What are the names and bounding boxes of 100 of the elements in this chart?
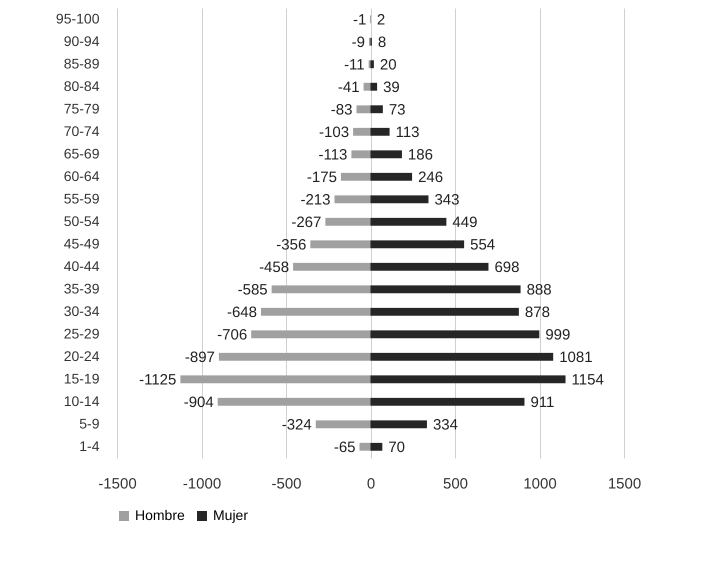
legend-label: Mujer: [213, 507, 248, 523]
bar: [351, 150, 370, 158]
data-label: 113: [396, 124, 420, 141]
bar: [370, 262, 488, 271]
data-label: -648: [226, 304, 257, 321]
data-label: 73: [388, 101, 406, 118]
x-tick-label: 1000: [523, 476, 557, 492]
bar: [218, 398, 370, 406]
y-tick-label: 90-94: [64, 32, 100, 49]
data-label: 888: [526, 281, 552, 298]
y-tick-label: 20-24: [64, 348, 100, 364]
data-label: 70: [388, 438, 406, 456]
bar: [180, 375, 370, 384]
data-label: -1125: [139, 371, 176, 388]
data-label: 343: [434, 191, 460, 208]
bar: [370, 375, 566, 384]
bar: [370, 420, 427, 428]
data-label: 2: [376, 11, 386, 28]
y-tick-label: 85-89: [64, 55, 100, 72]
y-tick-label: 95-100: [56, 10, 100, 26]
data-label: 1154: [572, 371, 604, 388]
data-label: 554: [470, 236, 496, 254]
data-label: 20: [380, 56, 397, 74]
y-tick-label: 50-54: [64, 212, 100, 229]
bar: [360, 442, 370, 451]
bar: [370, 150, 402, 158]
y-tick-label: 1-4: [79, 438, 100, 454]
legend-label: Hombre: [135, 507, 186, 523]
x-tick-label: 1500: [608, 476, 642, 492]
bar: [364, 82, 370, 91]
bar: [370, 218, 446, 226]
bar: [272, 285, 370, 294]
y-tick-label: 5-9: [79, 415, 100, 432]
data-label: -65: [334, 438, 356, 456]
y-tick-label: 70-74: [64, 122, 100, 139]
data-label: -585: [238, 281, 268, 298]
bar: [370, 352, 554, 361]
bar: [370, 172, 412, 181]
y-tick-label: 75-79: [64, 100, 100, 116]
bar: [370, 398, 524, 406]
bar: [370, 330, 540, 338]
y-tick-label: 45-49: [64, 235, 100, 252]
data-label: 8: [378, 34, 386, 51]
y-tick-label: 10-14: [64, 392, 100, 409]
bar: [218, 352, 370, 361]
y-tick-label: 65-69: [64, 145, 100, 162]
bar: [370, 105, 383, 114]
bar: [293, 262, 370, 271]
data-label: -904: [184, 394, 214, 411]
data-label: -897: [184, 348, 215, 366]
data-label: -324: [282, 416, 312, 434]
bar: [370, 442, 382, 451]
x-tick-label: -500: [271, 476, 302, 492]
data-label: 39: [383, 78, 400, 96]
x-tick-label: 0: [366, 476, 376, 492]
bar: [370, 195, 428, 204]
data-label: -11: [344, 56, 365, 74]
data-label: -356: [276, 236, 306, 254]
data-label: -213: [300, 191, 331, 208]
bar: [325, 218, 370, 226]
data-label: 186: [408, 146, 433, 164]
data-label: 246: [418, 168, 444, 186]
data-label: -83: [330, 101, 352, 118]
bar: [356, 105, 370, 114]
data-label: -458: [259, 258, 290, 276]
y-tick-label: 55-59: [64, 190, 100, 206]
y-tick-label: 60-64: [64, 168, 100, 184]
data-label: -9: [352, 34, 365, 51]
y-tick-label: 25-29: [64, 325, 100, 342]
y-tick-label: 40-44: [64, 258, 100, 274]
data-label: -175: [306, 168, 337, 186]
data-label: -103: [319, 124, 350, 141]
data-label: 878: [524, 304, 550, 321]
data-label: 449: [452, 214, 478, 231]
data-label: 999: [545, 326, 570, 344]
y-tick-label: 35-39: [64, 280, 100, 296]
data-label: 911: [530, 394, 554, 411]
x-tick-label: -1000: [182, 476, 222, 492]
bar: [340, 172, 370, 181]
data-label: -267: [291, 214, 322, 231]
y-tick-label: 30-34: [64, 302, 100, 319]
data-label: -113: [318, 146, 348, 164]
bar: [370, 82, 378, 91]
data-label: 334: [432, 416, 458, 434]
bar: [370, 285, 521, 294]
x-tick-label: -1500: [98, 476, 137, 492]
bar: [334, 195, 370, 204]
bar: [251, 330, 370, 338]
bar: [353, 128, 370, 136]
bar: [316, 420, 370, 428]
bar: [370, 60, 374, 68]
data-label: -706: [217, 326, 248, 344]
bar: [370, 240, 464, 248]
bar: [310, 240, 370, 248]
y-tick-label: 15-19: [64, 370, 100, 386]
x-tick-label: 500: [442, 476, 468, 492]
data-label: 1081: [559, 348, 593, 366]
data-label: -1: [352, 11, 366, 28]
data-label: 698: [494, 258, 520, 276]
y-tick-label: 80-84: [64, 78, 100, 94]
